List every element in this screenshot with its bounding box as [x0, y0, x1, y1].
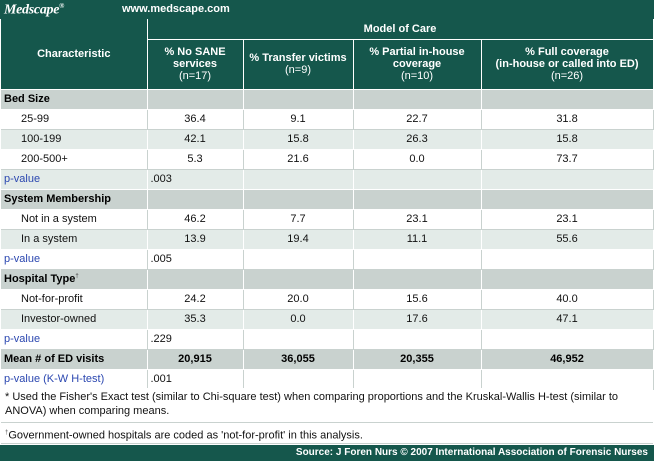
cell-value: 22.7 [353, 109, 482, 130]
col-header-transfer: % Transfer victims (n=9) [243, 39, 354, 90]
cell-value: 36.4 [147, 109, 244, 130]
model-of-care-header: Model of Care [147, 19, 654, 40]
pvalue-row: p-value .003 [1, 169, 654, 190]
mean-visits-label: Mean # of ED visits [1, 349, 148, 370]
table-row: Not in a system 46.2 7.7 23.1 23.1 [1, 209, 654, 230]
cell-value: 7.7 [243, 209, 354, 230]
pvalue-row: p-value .229 [1, 329, 654, 350]
pvalue-label: p-value (K-W H-test) [1, 369, 148, 390]
table-row: 200-500+ 5.3 21.6 0.0 73.7 [1, 149, 654, 170]
pvalue-row: p-value .005 [1, 249, 654, 270]
table-row: 25-99 36.4 9.1 22.7 31.8 [1, 109, 654, 130]
cell-value: 0.0 [243, 309, 354, 330]
cell-value: 55.6 [481, 229, 654, 250]
model-of-care-table: Characteristic Model of Care % No SANE se… [1, 19, 654, 390]
col-header-partial: % Partial in-house coverage (n=10) [353, 39, 482, 90]
cell-value: 23.1 [481, 209, 654, 230]
cell-value: 0.0 [353, 149, 482, 170]
col-header-no-sane: % No SANE services (n=17) [147, 39, 244, 90]
top-banner: Medscape® www.medscape.com [0, 0, 654, 19]
cell-value: 36,055 [243, 349, 354, 370]
pvalue: .005 [147, 249, 244, 270]
row-label: In a system [1, 229, 148, 250]
cell-value: 31.8 [481, 109, 654, 130]
cell-value: 42.1 [147, 129, 244, 150]
cell-value: 19.4 [243, 229, 354, 250]
section-title: Bed Size [1, 89, 148, 110]
cell-value: 15.8 [243, 129, 354, 150]
pvalue-label: p-value [1, 249, 148, 270]
pvalue-label: p-value [1, 169, 148, 190]
site-url: www.medscape.com [122, 3, 230, 15]
cell-value: 26.3 [353, 129, 482, 150]
pvalue: .229 [147, 329, 244, 350]
mean-visits-row: Mean # of ED visits 20,915 36,055 20,355… [1, 349, 654, 370]
cell-value: 15.6 [353, 289, 482, 310]
cell-value: 21.6 [243, 149, 354, 170]
table-row: Investor-owned 35.3 0.0 17.6 47.1 [1, 309, 654, 330]
cell-value: 11.1 [353, 229, 482, 250]
pvalue: .001 [147, 369, 244, 390]
source-credit: Source: J Foren Nurs © 2007 Internationa… [295, 447, 648, 458]
pvalue-label: p-value [1, 329, 148, 350]
row-label: 200-500+ [1, 149, 148, 170]
table-row: 100-199 42.1 15.8 26.3 15.8 [1, 129, 654, 150]
footnote-mark: † [75, 273, 79, 280]
col-header-full: % Full coverage (in-house or called into … [481, 39, 654, 90]
table-row: Not-for-profit 24.2 20.0 15.6 40.0 [1, 289, 654, 310]
cell-value: 23.1 [353, 209, 482, 230]
cell-value: 40.0 [481, 289, 654, 310]
section-row: Bed Size [1, 89, 654, 110]
cell-value: 15.8 [481, 129, 654, 150]
cell-value: 20.0 [243, 289, 354, 310]
cell-value: 47.1 [481, 309, 654, 330]
row-label: Not in a system [1, 209, 148, 230]
cell-value: 20,355 [353, 349, 482, 370]
footnote-government: †Government-owned hospitals are coded as… [1, 424, 653, 444]
section-title: System Membership [1, 189, 148, 210]
row-label: Not-for-profit [1, 289, 148, 310]
cell-value: 9.1 [243, 109, 354, 130]
cell-value: 46.2 [147, 209, 244, 230]
cell-value: 46,952 [481, 349, 654, 370]
pvalue: .003 [147, 169, 244, 190]
section-row: System Membership [1, 189, 654, 210]
row-label: Investor-owned [1, 309, 148, 330]
cell-value: 20,915 [147, 349, 244, 370]
cell-value: 17.6 [353, 309, 482, 330]
cell-value: 13.9 [147, 229, 244, 250]
section-title: Hospital Type† [1, 269, 148, 290]
section-row: Hospital Type† [1, 269, 654, 290]
medscape-logo: Medscape® [4, 2, 65, 18]
table-row: In a system 13.9 19.4 11.1 55.6 [1, 229, 654, 250]
characteristic-header: Characteristic [1, 19, 148, 90]
row-label: 100-199 [1, 129, 148, 150]
cell-value: 73.7 [481, 149, 654, 170]
pvalue-row: p-value (K-W H-test) .001 [1, 369, 654, 390]
source-banner: Source: J Foren Nurs © 2007 Internationa… [0, 445, 654, 461]
footnote-statistics: * Used the Fisher's Exact test (similar … [1, 388, 653, 423]
cell-value: 24.2 [147, 289, 244, 310]
cell-value: 35.3 [147, 309, 244, 330]
row-label: 25-99 [1, 109, 148, 130]
cell-value: 5.3 [147, 149, 244, 170]
